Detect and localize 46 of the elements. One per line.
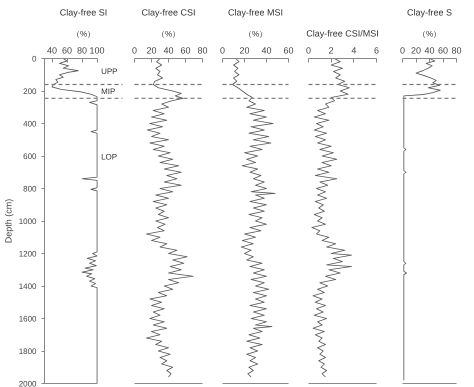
x-tick-label: 20 [239, 46, 250, 56]
x-tick-label: 0 [132, 46, 138, 56]
y-axis-title: Depth (cm) [4, 198, 14, 244]
x-tick-label: 2 [328, 46, 334, 56]
x-tick-label: 40 [261, 46, 272, 56]
y-tick-label: 2000 [18, 380, 38, 387]
y-tick-label: 800 [23, 184, 38, 194]
x-tick-label: 0 [220, 46, 226, 56]
chart-title: Clay-free SI [60, 8, 108, 18]
x-tick-label: 100 [90, 46, 105, 56]
x-tick-label: 20 [410, 46, 422, 56]
y-tick-label: 1400 [18, 282, 38, 291]
x-tick-label: 60 [62, 46, 72, 56]
x-tick-label: 80 [77, 46, 88, 56]
text: MIP [101, 86, 116, 96]
x-tick-label: 40 [47, 46, 58, 56]
chart-subtitle: （%） [244, 30, 268, 38]
x-tick-label: 80 [451, 46, 462, 56]
chart-title: Clay-free MSI [228, 8, 284, 18]
y-tick-label: 600 [23, 152, 38, 161]
text: UPP [101, 67, 118, 76]
chart-subtitle: （%） [418, 30, 442, 38]
x-tick-label: 0 [400, 46, 406, 56]
text: LOP [101, 152, 118, 162]
x-tick-label: 60 [438, 46, 448, 56]
chart-subtitle: （%） [72, 30, 96, 38]
chart-title: Clay-free CSI/MSI [306, 28, 379, 38]
x-tick-label: 40 [424, 46, 435, 56]
y-tick-label: 1000 [18, 217, 38, 226]
chart-title: Clay-free CSI [141, 8, 196, 18]
x-tick-label: 20 [146, 46, 157, 56]
x-tick-label: 60 [283, 46, 294, 56]
x-tick-label: 4 [351, 46, 356, 56]
y-tick-label: 200 [23, 87, 38, 96]
x-tick-label: 40 [163, 46, 174, 56]
x-tick-label: 6 [374, 46, 380, 56]
x-tick-label: 80 [197, 46, 208, 56]
chart-title: Clay-free S [406, 8, 452, 18]
x-tick-label: 0 [306, 46, 312, 56]
chart-subtitle: （%） [156, 30, 180, 38]
y-tick-label: 1600 [18, 314, 38, 324]
x-tick-label: 60 [180, 46, 191, 56]
y-tick-label: 1200 [18, 250, 38, 258]
y-tick-label: 0 [32, 54, 38, 64]
y-tick-label: 400 [23, 120, 38, 128]
y-tick-label: 1800 [18, 347, 38, 356]
